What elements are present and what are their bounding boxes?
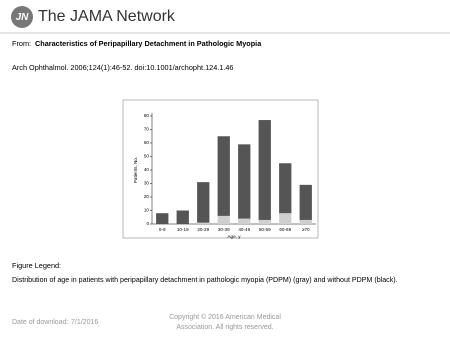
y-tick-label: 80	[144, 113, 150, 118]
y-tick-label: 20	[144, 194, 150, 199]
x-tick-label: 10-19	[177, 227, 189, 232]
x-tick-label: 20-29	[197, 227, 209, 232]
y-axis-title: Patients, No.	[133, 157, 138, 183]
bar-segment	[176, 210, 189, 224]
brand: The JAMA Network	[38, 8, 176, 25]
bar-segment	[258, 219, 271, 224]
download-label: Date of download:	[12, 319, 68, 326]
x-tick-label: 40-49	[238, 227, 250, 232]
copyright: Copyright © 2016 American Medical	[169, 313, 281, 321]
copyright: Association. All rights reserved.	[176, 324, 273, 331]
chart: Patients, No. Age, y 0 10 20 30 40 50 60 70 80 0-…	[133, 113, 316, 239]
x-tick-label: 60-69	[279, 227, 291, 232]
bar-segment	[299, 219, 312, 224]
y-tick-label: 30	[144, 181, 150, 186]
y-tick-label: 70	[144, 127, 150, 132]
x-tick-label: 30-39	[218, 227, 230, 232]
logo-circle	[11, 6, 33, 28]
legend-text: Distribution of age in patients with per…	[12, 276, 398, 284]
bar-segment	[156, 213, 169, 224]
x-tick-label: 50-59	[259, 227, 271, 232]
y-tick-label: 60	[144, 140, 150, 145]
bar-segment	[279, 163, 292, 214]
bar-segment	[258, 120, 271, 220]
bar-segment	[217, 136, 230, 216]
logo-text: JN	[16, 12, 30, 23]
download-date: 7/1/2016	[71, 319, 98, 326]
bar-segment	[238, 218, 251, 224]
article-title: Characteristics of Peripapillary Detachm…	[35, 39, 262, 48]
y-tick-label: 0	[146, 221, 149, 226]
x-tick-label: 0-9	[159, 227, 166, 232]
legend-heading: Figure Legend:	[12, 261, 61, 270]
bar-segment	[217, 215, 230, 224]
bar-segment	[197, 182, 210, 223]
y-tick-label: 50	[144, 154, 150, 159]
bar-segment	[238, 144, 251, 219]
x-axis-title: Age, y	[227, 234, 241, 239]
bar-segment	[279, 213, 292, 224]
from-label: From:	[12, 39, 31, 48]
source: Arch Ophthalmol. 2006;124(1):46-52. doi:…	[12, 63, 234, 72]
y-tick-label: 40	[144, 167, 150, 172]
bar-segment	[197, 222, 210, 224]
bar-segment	[299, 184, 312, 220]
x-tick-label: ≥70	[302, 227, 310, 232]
y-tick-label: 10	[144, 208, 150, 213]
